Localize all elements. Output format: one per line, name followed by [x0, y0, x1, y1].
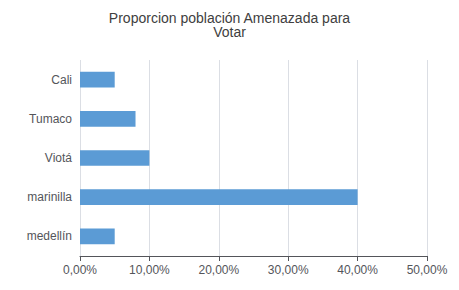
- svg-text:Tumaco: Tumaco: [29, 112, 72, 126]
- svg-text:Votar: Votar: [213, 24, 246, 40]
- svg-text:20,00%: 20,00%: [198, 263, 239, 277]
- svg-text:10,00%: 10,00%: [129, 263, 170, 277]
- svg-text:40,00%: 40,00%: [337, 263, 378, 277]
- svg-text:0,00%: 0,00%: [63, 263, 97, 277]
- svg-text:Proporcion población Amenazada: Proporcion población Amenazada para: [108, 10, 351, 26]
- svg-text:Cali: Cali: [51, 73, 72, 87]
- svg-text:Viotá: Viotá: [45, 151, 72, 165]
- svg-text:30,00%: 30,00%: [268, 263, 309, 277]
- svg-text:marinilla: marinilla: [27, 190, 72, 204]
- svg-text:medellín: medellín: [27, 229, 72, 243]
- svg-text:50,00%: 50,00%: [407, 263, 448, 277]
